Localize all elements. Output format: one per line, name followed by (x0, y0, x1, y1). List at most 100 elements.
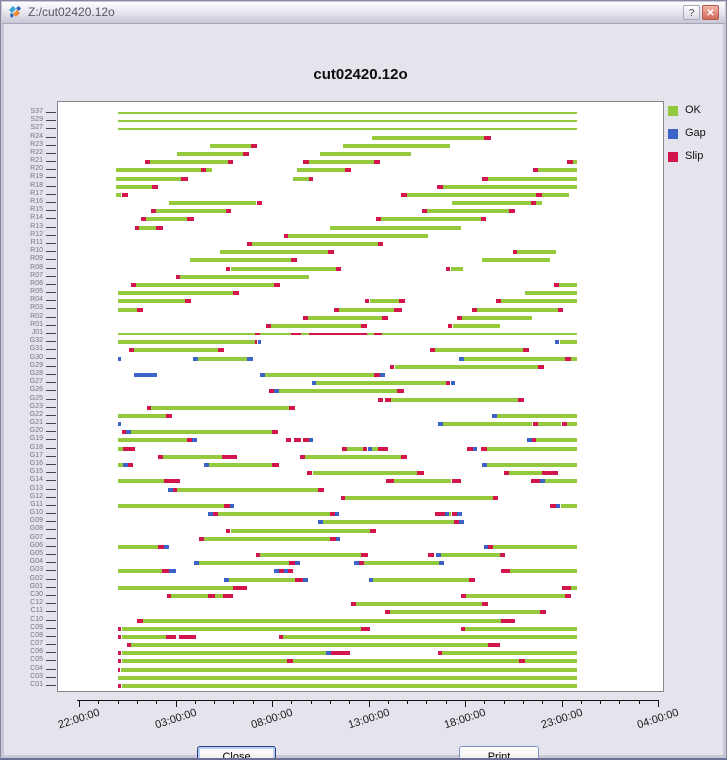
gantt-bar-segment (445, 381, 451, 386)
y-axis-tick (46, 259, 56, 261)
gantt-bar-segment (450, 266, 463, 271)
gantt-bar-segment (560, 503, 577, 508)
gantt-bar-segment (308, 438, 314, 443)
y-axis-label: G09 (29, 517, 43, 525)
gantt-bar-segment (187, 217, 194, 222)
gantt-bar-segment (459, 520, 464, 525)
y-axis-tick (46, 161, 56, 163)
gantt-bar-segment (209, 463, 272, 467)
y-axis-tick (46, 152, 56, 154)
y-axis-tick (46, 341, 56, 343)
y-axis-label: R03 (30, 304, 43, 312)
y-axis-tick (46, 554, 56, 556)
close-button[interactable]: Close (197, 746, 276, 758)
gantt-bar-segment (165, 413, 172, 418)
legend-swatch-gap (668, 129, 678, 139)
gantt-bar-segment (328, 250, 334, 255)
y-axis-tick (46, 292, 56, 294)
gantt-bar-segment (466, 594, 566, 598)
x-axis-major-tick (79, 701, 80, 707)
gantt-bar-segment (288, 233, 429, 238)
gantt-bar-segment (500, 618, 516, 623)
gantt-bar-segment (222, 594, 234, 598)
gantt-bar-segment (372, 135, 485, 140)
gantt-bar-segment (488, 544, 493, 549)
y-axis-label: G13 (29, 484, 43, 492)
gantt-bar-segment (360, 553, 369, 557)
x-axis-major-tick (561, 701, 563, 707)
x-axis-minor-tick (542, 701, 544, 704)
gantt-bar-segment (297, 168, 346, 173)
y-axis-label: R17 (30, 189, 43, 197)
gantt-bar-segment (286, 659, 294, 664)
gantt-bar-segment (329, 512, 335, 517)
x-axis-minor-tick (252, 701, 254, 704)
y-axis-label: R19 (30, 173, 43, 181)
gantt-bar-segment (378, 397, 383, 402)
y-axis-label: G21 (29, 419, 43, 427)
gantt-bar-segment (450, 381, 456, 386)
gantt-bar-segment (438, 422, 443, 427)
gantt-bar-segment (117, 463, 124, 467)
x-axis-minor-tick (156, 701, 158, 704)
gantt-bar-segment (121, 430, 127, 435)
chart-title: cut02420.12o (313, 66, 408, 83)
plot-area: cut02420.12o S37 S29 S27 R24 R23 R22 R21 R20 R19… (4, 24, 723, 755)
y-axis-label: C06 (30, 648, 43, 656)
y-axis-tick (46, 480, 56, 482)
gantt-bar-segment (559, 340, 577, 345)
window-close-button[interactable]: ✕ (702, 5, 719, 20)
gantt-bar-segment (468, 577, 475, 582)
y-axis-tick (46, 406, 56, 408)
gantt-bar-segment (294, 438, 301, 443)
gantt-bar-segment (519, 659, 525, 664)
x-axis-minor-tick (329, 701, 331, 704)
x-axis-major-tick (658, 701, 659, 707)
gantt-bar-segment (493, 544, 577, 549)
gantt-bar-segment (540, 479, 546, 484)
y-axis-label: G15 (29, 468, 43, 476)
gantt-bar-segment (440, 553, 500, 557)
print-button[interactable]: Print (459, 746, 539, 758)
legend-swatch-ok (668, 106, 678, 116)
y-axis-label: R12 (30, 230, 43, 238)
gantt-bar-segment (459, 356, 464, 361)
y-axis-label: G26 (29, 386, 43, 394)
gantt-bar-segment (117, 569, 162, 574)
window-titlebar[interactable]: Z:/cut02420.12o ? ✕ (2, 2, 725, 24)
y-axis-tick (46, 144, 56, 146)
gantt-bar-segment (187, 438, 192, 443)
y-axis-label: R18 (30, 181, 43, 189)
gantt-bar-segment (128, 463, 133, 467)
gantt-bar-segment (484, 544, 489, 549)
x-axis-minor-tick (214, 701, 216, 704)
x-axis-minor-tick (310, 701, 312, 704)
gantt-bar-segment (378, 242, 383, 246)
gantt-bar-segment (193, 561, 199, 566)
x-axis-minor-tick (484, 701, 486, 704)
y-axis-tick (46, 447, 56, 449)
y-axis-label: G10 (29, 509, 43, 517)
gantt-bar-segment (115, 192, 122, 197)
gantt-bar-segment (382, 315, 388, 320)
gantt-bar-segment (117, 299, 186, 304)
gantt-bar-segment (531, 438, 537, 443)
gantt-bar-segment (197, 356, 247, 361)
gantt-bar-segment (428, 553, 435, 557)
gantt-bar-segment (181, 176, 189, 181)
gantt-bar-segment (399, 299, 406, 304)
gantt-bar-segment (246, 242, 252, 246)
gantt-bar-segment (250, 143, 257, 148)
gantt-bar-segment (484, 135, 492, 140)
gantt-bar-segment (121, 659, 287, 664)
gantt-bar-segment (208, 594, 216, 598)
gantt-bar-segment (464, 356, 566, 361)
gantt-bar-segment (115, 184, 153, 189)
x-axis-minor-tick (638, 701, 640, 704)
gantt-bar-segment (318, 487, 325, 492)
gantt-bar-segment (146, 405, 152, 410)
gantt-bar-segment (190, 258, 292, 263)
gantt-bar-segment (370, 528, 377, 533)
help-button[interactable]: ? (683, 5, 700, 20)
gantt-bar-segment (254, 340, 258, 345)
